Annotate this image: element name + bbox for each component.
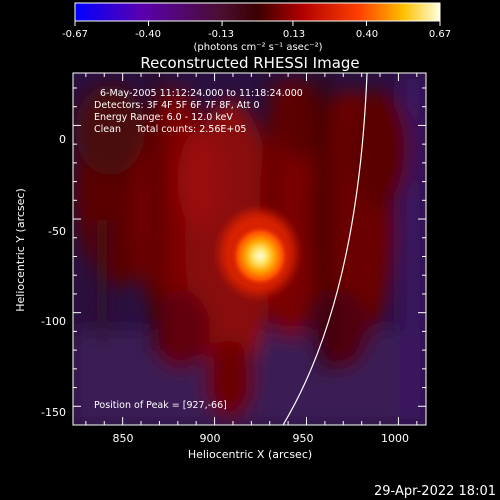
x-tick-label: 850 xyxy=(113,432,134,445)
colorbar-tick-label: 0.67 xyxy=(429,29,451,40)
y-axis-label: Heliocentric Y (arcsec) xyxy=(14,188,27,312)
colorbar-tick-label: -0.13 xyxy=(208,29,234,40)
x-tick-label: 1000 xyxy=(381,432,409,445)
y-tick-label: -50 xyxy=(48,225,66,238)
chart-title: Reconstructed RHESSI Image xyxy=(140,54,359,72)
colorbar-tick-label: 0.40 xyxy=(356,29,378,40)
x-tick-label: 900 xyxy=(200,432,221,445)
y-tick-label: -150 xyxy=(41,406,66,419)
colorbar xyxy=(74,2,441,22)
x-axis-label: Heliocentric X (arcsec) xyxy=(188,448,312,461)
annotation-clean-counts: Clean Total counts: 2.56E+05 xyxy=(94,124,246,135)
annotation-energy-range: Energy Range: 6.0 - 12.0 keV xyxy=(94,112,233,123)
y-tick-label: -100 xyxy=(41,315,66,328)
x-tick-label: 950 xyxy=(293,432,314,445)
annotation-time-range: 6-May-2005 11:12:24.000 to 11:18:24.000 xyxy=(100,88,303,99)
annotation-peak-position: Position of Peak = [927,-66] xyxy=(94,400,227,411)
solar-limb xyxy=(282,73,368,425)
annotation-detectors: Detectors: 3F 4F 5F 6F 7F 8F, Att 0 xyxy=(94,100,260,111)
timestamp: 29-Apr-2022 18:01 xyxy=(374,484,496,499)
colorbar-ticks xyxy=(74,21,441,26)
y-tick-label: 0 xyxy=(59,133,66,146)
colorbar-tick-label: -0.40 xyxy=(135,29,161,40)
axis-ticks xyxy=(73,73,426,425)
plot-frame xyxy=(72,72,427,426)
colorbar-tick-label: -0.67 xyxy=(62,29,88,40)
colorbar-tick-label: 0.13 xyxy=(283,29,305,40)
colorbar-unit-label: (photons cm⁻² s⁻¹ asec⁻²) xyxy=(193,42,322,53)
heatmap-image xyxy=(73,73,426,425)
